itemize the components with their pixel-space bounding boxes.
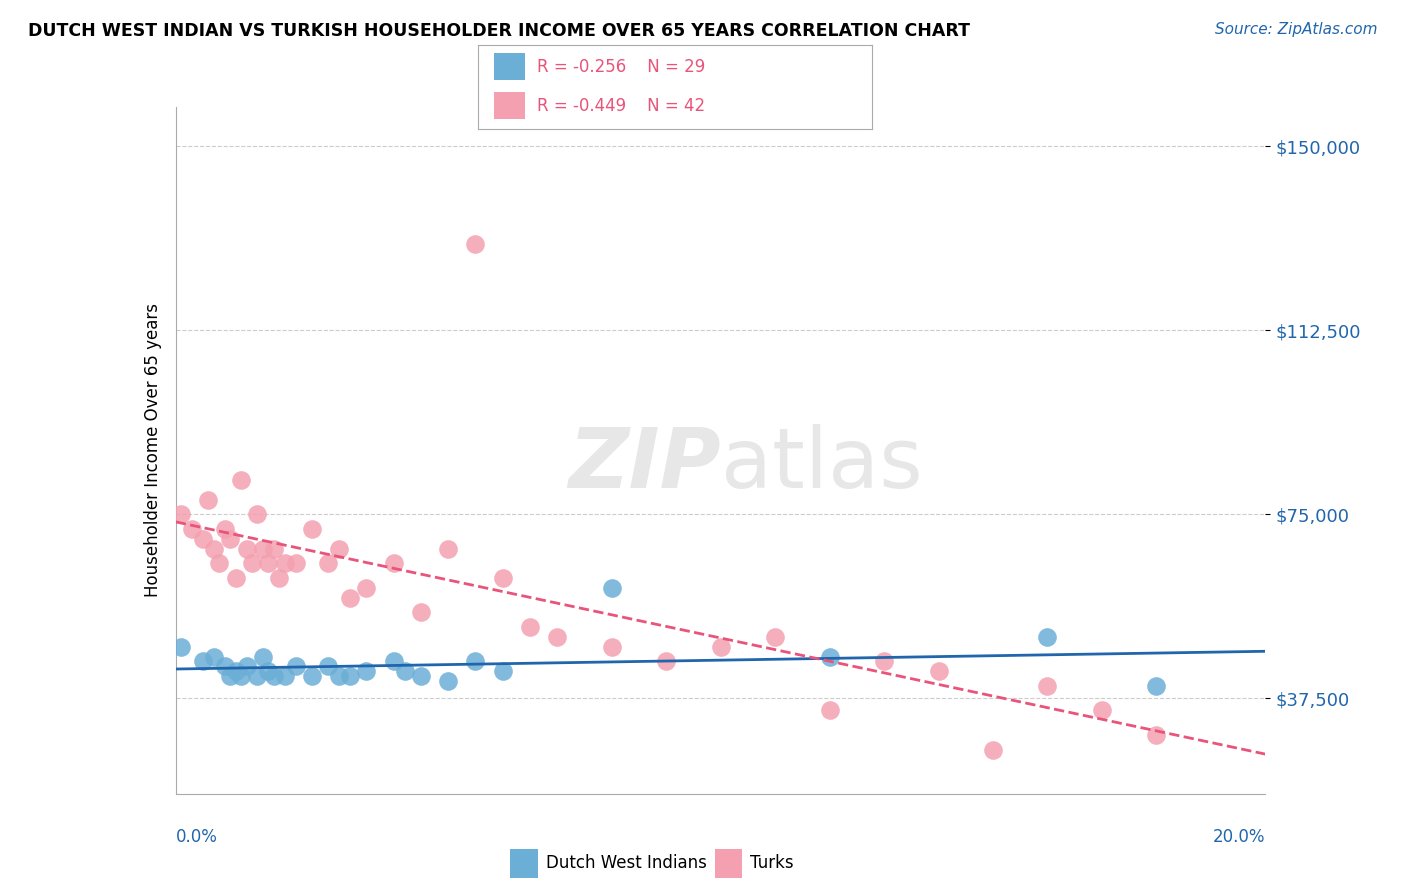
Point xyxy=(382,557,405,571)
Point xyxy=(818,703,841,717)
Text: Turks: Turks xyxy=(751,855,794,872)
Point xyxy=(382,655,405,669)
Point xyxy=(263,541,285,556)
Point xyxy=(214,522,236,536)
Point xyxy=(356,664,378,679)
Point xyxy=(318,557,340,571)
Text: 0.0%: 0.0% xyxy=(176,828,218,847)
Text: R = -0.449    N = 42: R = -0.449 N = 42 xyxy=(537,96,706,114)
Point xyxy=(519,620,541,634)
Point xyxy=(464,655,486,669)
Point xyxy=(225,664,247,679)
Point xyxy=(202,649,225,664)
Point xyxy=(191,532,214,546)
Point xyxy=(328,541,350,556)
Point xyxy=(219,532,242,546)
Point xyxy=(437,541,460,556)
Point xyxy=(231,473,253,487)
Point xyxy=(301,522,323,536)
Point xyxy=(464,237,486,252)
Point xyxy=(235,541,257,556)
Point xyxy=(492,664,515,679)
Point xyxy=(208,557,231,571)
Point xyxy=(710,640,733,654)
Point xyxy=(202,541,225,556)
Point xyxy=(231,669,253,683)
Point xyxy=(284,557,307,571)
Point xyxy=(269,571,291,585)
Point xyxy=(197,492,219,507)
Bar xyxy=(510,849,537,878)
Text: ZIP: ZIP xyxy=(568,424,721,505)
Point xyxy=(263,669,285,683)
Point xyxy=(191,655,214,669)
Point xyxy=(170,640,193,654)
Point xyxy=(763,630,786,644)
Point xyxy=(257,664,280,679)
Point xyxy=(981,742,1004,756)
Point xyxy=(225,571,247,585)
Bar xyxy=(494,54,526,80)
Point xyxy=(356,581,378,595)
Point xyxy=(339,591,361,605)
Text: Dutch West Indians: Dutch West Indians xyxy=(546,855,706,872)
Point xyxy=(655,655,678,669)
Bar xyxy=(714,849,742,878)
Point xyxy=(1036,630,1059,644)
Point xyxy=(437,674,460,689)
Point xyxy=(301,669,323,683)
Point xyxy=(394,664,416,679)
Text: DUTCH WEST INDIAN VS TURKISH HOUSEHOLDER INCOME OVER 65 YEARS CORRELATION CHART: DUTCH WEST INDIAN VS TURKISH HOUSEHOLDER… xyxy=(28,22,970,40)
Point xyxy=(409,605,432,619)
Point xyxy=(339,669,361,683)
Point xyxy=(600,640,623,654)
Point xyxy=(252,541,274,556)
Point xyxy=(181,522,204,536)
Point xyxy=(274,557,297,571)
Point xyxy=(284,659,307,673)
Point xyxy=(170,507,193,521)
Point xyxy=(1144,679,1167,693)
Point xyxy=(546,630,568,644)
Point xyxy=(1091,703,1114,717)
Point xyxy=(818,649,841,664)
Point xyxy=(492,571,515,585)
Text: 20.0%: 20.0% xyxy=(1213,828,1265,847)
Point xyxy=(409,669,432,683)
Point xyxy=(240,557,263,571)
Bar xyxy=(494,92,526,120)
Point xyxy=(246,507,269,521)
Point xyxy=(219,669,242,683)
Text: Source: ZipAtlas.com: Source: ZipAtlas.com xyxy=(1215,22,1378,37)
Text: R = -0.256    N = 29: R = -0.256 N = 29 xyxy=(537,58,706,76)
Point xyxy=(328,669,350,683)
Point xyxy=(246,669,269,683)
Point xyxy=(214,659,236,673)
Point xyxy=(257,557,280,571)
Point xyxy=(928,664,950,679)
Y-axis label: Householder Income Over 65 years: Householder Income Over 65 years xyxy=(143,303,162,598)
Point xyxy=(1144,728,1167,742)
Point xyxy=(274,669,297,683)
Point xyxy=(1036,679,1059,693)
Point xyxy=(318,659,340,673)
Point xyxy=(600,581,623,595)
Text: atlas: atlas xyxy=(721,424,922,505)
Point xyxy=(252,649,274,664)
Point xyxy=(873,655,896,669)
Point xyxy=(235,659,257,673)
